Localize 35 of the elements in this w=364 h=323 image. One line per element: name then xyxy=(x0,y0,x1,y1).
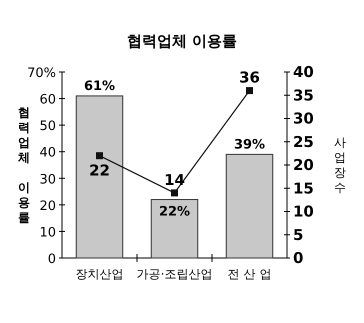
y-tick-label: 20 xyxy=(39,198,56,214)
y2-tick-label: 40 xyxy=(293,63,314,81)
bar xyxy=(150,199,198,258)
y2-tick-label: 15 xyxy=(293,179,314,198)
y-tick-label: 0 xyxy=(48,252,56,267)
y2-tick-label: 5 xyxy=(293,226,304,244)
point xyxy=(171,189,178,196)
point xyxy=(96,152,103,160)
y-tick-label: 60 xyxy=(39,92,56,108)
y-tick-label: 10 xyxy=(39,225,56,240)
y2-tick-label: 10 xyxy=(293,202,314,220)
data-label: 36 xyxy=(239,68,260,87)
data-label: 39% xyxy=(234,137,266,152)
y2-tick-label: 25 xyxy=(293,132,314,151)
x-tick-label: 장치산업 xyxy=(76,267,124,281)
data-label: 14 xyxy=(164,170,185,189)
y-tick-label: 50 xyxy=(39,119,56,134)
chart-title: 협력업체 이용률 xyxy=(126,32,238,50)
y-tick-label: 30 xyxy=(39,172,56,188)
x-tick-label: 가공·조립산업 xyxy=(136,267,212,281)
x-tick-label: 전 산 업 xyxy=(228,267,272,281)
point xyxy=(246,87,253,94)
y2-tick-label: 20 xyxy=(293,156,314,174)
y2-tick-label: 0 xyxy=(293,249,304,267)
y2-tick-label: 30 xyxy=(293,110,314,128)
text: 협력업체 이용률 xyxy=(18,106,30,224)
data-label: 22 xyxy=(89,162,110,180)
bar xyxy=(76,95,124,258)
bar xyxy=(226,154,274,258)
y2-tick-label: 35 xyxy=(293,86,314,104)
data-label: 22% xyxy=(158,204,190,220)
y-tick-label: 40 xyxy=(39,146,56,161)
data-label: 61% xyxy=(84,78,116,94)
y-tick-label: 70% xyxy=(27,66,56,81)
y2-axis-title: 사업장수 xyxy=(334,136,346,194)
